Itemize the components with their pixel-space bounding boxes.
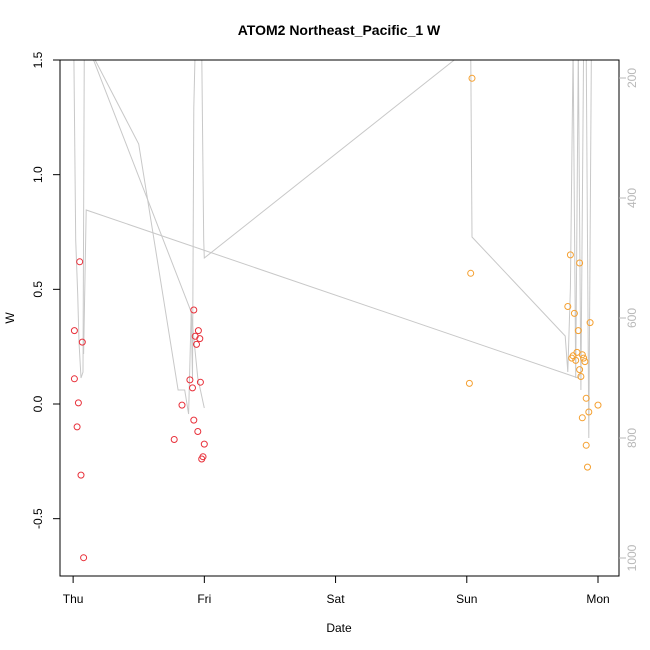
data-point: [76, 258, 84, 266]
x-tick-label: Thu: [63, 592, 84, 606]
data-point: [582, 394, 590, 402]
data-point: [582, 441, 590, 449]
data-point: [73, 423, 81, 431]
data-point: [585, 408, 593, 416]
data-point: [77, 471, 85, 479]
data-point: [467, 269, 475, 277]
data-point: [190, 306, 198, 314]
x-tick-label: Fri: [197, 592, 211, 606]
data-point: [468, 74, 476, 82]
depth-trace: [73, 60, 592, 439]
y2-tick-label: 1000: [625, 544, 639, 571]
y2-tick-label: 400: [625, 188, 639, 208]
data-point: [200, 440, 208, 448]
data-point: [577, 373, 585, 380]
x-tick-label: Sat: [327, 592, 346, 606]
data-point: [572, 356, 580, 364]
data-point: [584, 463, 591, 471]
data-point: [199, 453, 207, 461]
data-point: [465, 379, 473, 387]
data-point: [564, 303, 572, 310]
data-point: [170, 436, 178, 443]
data-point: [70, 327, 78, 335]
x-tick-label: Sun: [456, 592, 477, 606]
y2-tick-label: 600: [625, 308, 639, 328]
data-point: [70, 375, 78, 383]
data-point: [580, 354, 588, 362]
data-point: [581, 358, 589, 366]
data-point: [574, 327, 582, 335]
depth-trace-group: [73, 60, 592, 439]
data-point: [194, 327, 202, 335]
y2-tick-label: 200: [625, 68, 639, 88]
y-tick-label: 1.0: [31, 166, 45, 183]
depth-trace-segment: [83, 209, 582, 379]
x-axis-label: Date: [326, 621, 352, 635]
y-tick-label: -0.5: [31, 508, 45, 529]
data-point: [586, 319, 594, 327]
y-tick-label: 0.0: [31, 395, 45, 412]
data-point: [576, 366, 584, 374]
data-point: [80, 554, 88, 562]
plot-layer: Thu Fri Sat Sun Mon -0.5 0.0 0.5 1.0 1.5 200 400 600…: [31, 51, 639, 606]
y-tick-label: 1.5: [31, 51, 45, 68]
y-axis-label: W: [3, 312, 17, 324]
data-point: [74, 399, 82, 407]
data-point: [578, 351, 586, 359]
data-point: [193, 340, 200, 348]
x-tick-label: Mon: [586, 592, 609, 606]
plot-frame: [59, 59, 620, 577]
data-point: [189, 384, 196, 392]
y2-tick-label: 800: [625, 428, 639, 448]
data-point: [594, 401, 602, 409]
data-point: [576, 259, 584, 267]
y-tick-label: 0.5: [31, 281, 45, 298]
data-point: [196, 335, 204, 343]
data-point: [190, 416, 198, 424]
chart-title: ATOM2 Northeast_Pacific_1 W: [238, 22, 441, 38]
data-point: [570, 309, 578, 317]
data-point: [194, 428, 202, 435]
data-point: [196, 378, 204, 386]
depth-trace-segment: [94, 60, 205, 415]
data-point: [186, 376, 194, 384]
data-point: [78, 338, 86, 346]
data-point: [566, 251, 574, 259]
data-point: [178, 401, 186, 409]
data-point: [578, 414, 586, 422]
